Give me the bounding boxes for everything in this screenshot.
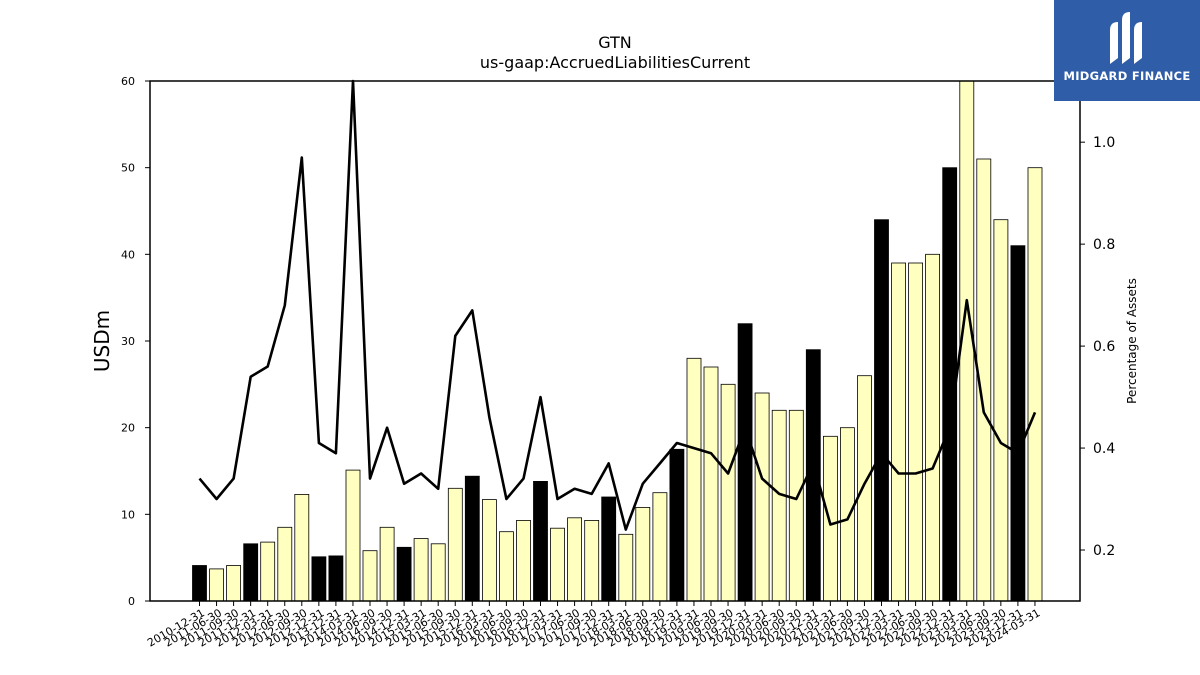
bar bbox=[550, 527, 565, 602]
bar bbox=[584, 520, 600, 602]
y2-tick-label: 0.2 bbox=[1093, 543, 1115, 559]
bar bbox=[464, 475, 480, 602]
bar bbox=[601, 496, 617, 602]
bar bbox=[652, 492, 668, 602]
bar bbox=[788, 409, 804, 602]
bar bbox=[516, 520, 531, 602]
logo-mark-icon bbox=[1110, 12, 1142, 64]
bar bbox=[533, 480, 548, 602]
logo-text: MIDGARD FINANCE bbox=[1063, 69, 1191, 83]
bar bbox=[686, 357, 702, 602]
bar bbox=[328, 555, 344, 602]
bar bbox=[737, 323, 753, 602]
bar bbox=[277, 526, 293, 602]
y-axis-label: USDm bbox=[90, 310, 114, 372]
bar bbox=[874, 219, 889, 602]
y2-tick-label: 0.8 bbox=[1093, 237, 1115, 253]
bar bbox=[857, 375, 872, 602]
bar bbox=[226, 565, 242, 602]
bar bbox=[925, 253, 940, 602]
bar bbox=[243, 543, 259, 602]
y-tick-label: 30 bbox=[121, 335, 135, 348]
bar bbox=[771, 409, 787, 602]
bar bbox=[908, 262, 923, 602]
bar bbox=[345, 469, 361, 602]
bar bbox=[192, 565, 207, 602]
bar bbox=[993, 219, 1009, 602]
y2-tick-label: 0.6 bbox=[1093, 339, 1115, 355]
y-tick-label: 40 bbox=[121, 248, 135, 261]
plot-frame bbox=[149, 80, 1081, 602]
bar bbox=[294, 493, 310, 602]
chart-subtitle: us-gaap:AccruedLiabilitiesCurrent bbox=[480, 53, 750, 72]
y-tick-label: 20 bbox=[121, 422, 135, 435]
bar bbox=[447, 487, 463, 602]
bar bbox=[840, 427, 855, 602]
y-tick-label: 10 bbox=[121, 508, 135, 521]
bar bbox=[379, 526, 395, 602]
bar bbox=[260, 541, 276, 602]
y2-axis-label: Percentage of Assets bbox=[1125, 278, 1139, 404]
bar bbox=[635, 506, 651, 602]
bar bbox=[891, 262, 906, 602]
chart-title: GTN bbox=[598, 33, 632, 52]
y-tick-label: 0 bbox=[128, 595, 135, 608]
y-tick-label: 50 bbox=[121, 162, 135, 175]
logo: MIDGARD FINANCE bbox=[1054, 0, 1200, 101]
bar bbox=[362, 550, 378, 602]
bar bbox=[413, 538, 429, 602]
bar bbox=[498, 531, 514, 602]
bar bbox=[430, 543, 446, 602]
bar bbox=[311, 556, 327, 602]
bar bbox=[481, 499, 497, 602]
bar bbox=[396, 546, 412, 602]
bar bbox=[703, 366, 719, 602]
bar bbox=[1027, 167, 1043, 602]
y-tick-label: 60 bbox=[121, 75, 135, 88]
bar bbox=[1010, 245, 1026, 602]
bar bbox=[209, 568, 225, 602]
y2-tick-label: 1.0 bbox=[1093, 135, 1115, 151]
percentage-line bbox=[198, 79, 1037, 531]
y2-tick-label: 0.4 bbox=[1093, 441, 1115, 457]
bar bbox=[823, 435, 838, 602]
bar bbox=[720, 383, 736, 602]
bar bbox=[618, 533, 634, 602]
bar bbox=[754, 392, 770, 602]
bar bbox=[669, 448, 685, 602]
bar bbox=[567, 517, 582, 602]
